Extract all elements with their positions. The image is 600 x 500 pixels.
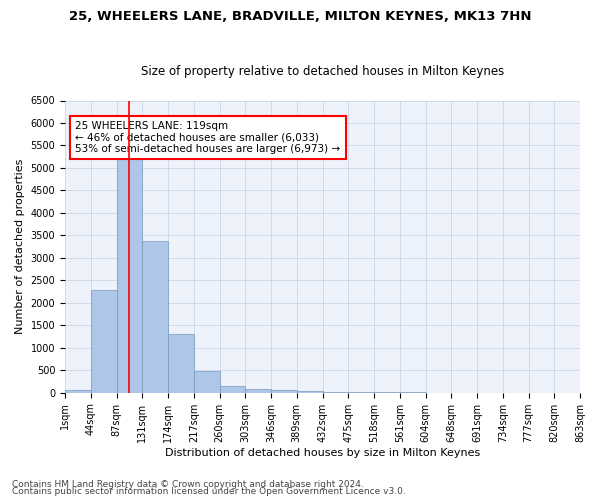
Text: Contains public sector information licensed under the Open Government Licence v3: Contains public sector information licen…	[12, 487, 406, 496]
Bar	[91, 290, 116, 392]
Bar	[65, 390, 91, 392]
Text: Contains HM Land Registry data © Crown copyright and database right 2024.: Contains HM Land Registry data © Crown c…	[12, 480, 364, 489]
Bar	[245, 389, 271, 392]
Text: 25, WHEELERS LANE, BRADVILLE, MILTON KEYNES, MK13 7HN: 25, WHEELERS LANE, BRADVILLE, MILTON KEY…	[69, 10, 531, 23]
Text: 25 WHEELERS LANE: 119sqm
← 46% of detached houses are smaller (6,033)
53% of sem: 25 WHEELERS LANE: 119sqm ← 46% of detach…	[76, 121, 340, 154]
Bar	[142, 241, 168, 392]
Bar	[220, 386, 245, 392]
Bar	[116, 148, 142, 392]
Y-axis label: Number of detached properties: Number of detached properties	[15, 159, 25, 334]
Bar	[194, 372, 220, 392]
X-axis label: Distribution of detached houses by size in Milton Keynes: Distribution of detached houses by size …	[165, 448, 480, 458]
Bar	[297, 391, 323, 392]
Bar	[271, 390, 297, 392]
Title: Size of property relative to detached houses in Milton Keynes: Size of property relative to detached ho…	[141, 66, 504, 78]
Bar	[168, 334, 194, 392]
